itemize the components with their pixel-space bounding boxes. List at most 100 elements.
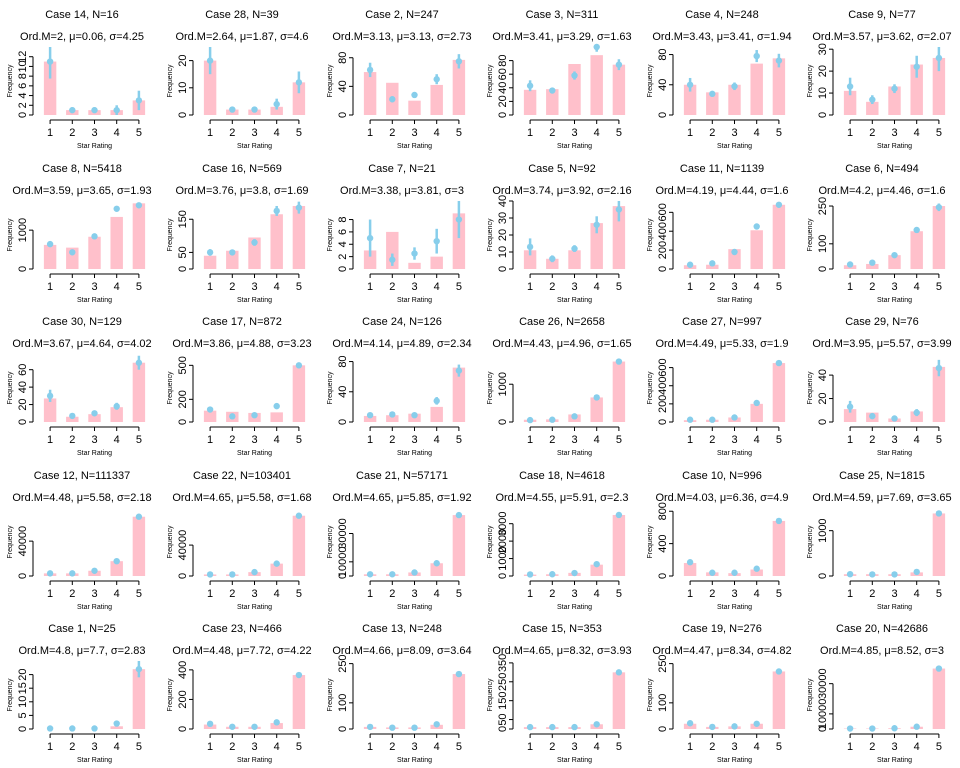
- x-tick-label: 4: [914, 741, 920, 753]
- chart-title: Case 12, N=111337: [34, 470, 130, 482]
- chart-panel: Case 4, N=248 Ord.M=3.43, μ=3.41, σ=1.94 0…: [647, 9, 792, 150]
- estimate-point: [411, 412, 418, 419]
- x-tick-label: 4: [274, 434, 280, 446]
- estimate-point: [593, 721, 600, 728]
- x-axis-label: Star Rating: [877, 450, 912, 457]
- estimate-point: [229, 723, 236, 731]
- bar: [430, 563, 443, 576]
- x-tick-label: 1: [687, 741, 693, 753]
- y-axis-label: Frequency: [167, 678, 174, 712]
- y-tick-label: 0: [177, 112, 189, 118]
- x-tick-label: 1: [207, 434, 213, 446]
- x-axis-label: Star Rating: [717, 143, 752, 150]
- bar: [270, 563, 283, 576]
- x-tick-label: 1: [527, 281, 533, 293]
- y-tick-label: 60: [497, 68, 509, 80]
- y-axis-label: Frequency: [167, 218, 174, 252]
- estimate-point: [775, 57, 783, 64]
- x-tick-label: 5: [936, 281, 942, 293]
- chart-subtitle: Ord.M=3.38, μ=3.81, σ=3: [340, 185, 464, 197]
- chart-title: Case 2, N=247: [365, 9, 439, 21]
- bar: [843, 409, 857, 423]
- y-axis-label: Frequency: [7, 371, 14, 405]
- estimate-point: [273, 403, 280, 410]
- bar: [110, 560, 123, 576]
- estimate-point: [295, 79, 303, 86]
- y-tick-label: 40: [17, 381, 29, 393]
- x-tick-label: 4: [914, 281, 920, 293]
- x-tick-label: 2: [389, 281, 395, 293]
- bar: [590, 564, 603, 576]
- x-tick-label: 4: [914, 434, 920, 446]
- chart-title: Case 13, N=248: [362, 623, 442, 635]
- x-tick-label: 5: [616, 434, 622, 446]
- chart-subtitle: Ord.M=3.67, μ=4.64, σ=4.02: [12, 338, 151, 350]
- y-axis-label: Frequency: [327, 371, 334, 405]
- y-tick-label: 0: [817, 266, 829, 272]
- bar: [683, 562, 697, 576]
- estimate-point: [869, 96, 876, 103]
- estimate-point: [753, 52, 760, 60]
- estimate-point: [615, 511, 623, 518]
- bar: [292, 205, 306, 269]
- estimate-point: [433, 559, 440, 567]
- chart-panel: Case 24, N=126 Ord.M=4.14, μ=4.89, σ=2.34…: [327, 316, 472, 457]
- x-tick-label: 2: [69, 434, 75, 446]
- x-tick-label: 2: [709, 434, 715, 446]
- bar: [910, 411, 923, 423]
- x-tick-label: 4: [114, 281, 120, 293]
- y-axis-label: Frequency: [487, 218, 494, 252]
- y-tick-label: 200: [177, 390, 189, 408]
- y-tick-label: 30000: [337, 518, 349, 549]
- x-tick-label: 1: [847, 741, 853, 753]
- bar: [750, 63, 763, 115]
- bar: [88, 414, 101, 423]
- y-tick-label: 8: [17, 73, 29, 79]
- chart-subtitle: Ord.M=4.65, μ=5.85, σ=1.92: [332, 492, 471, 504]
- bar: [546, 258, 559, 269]
- chart-panel: Case 15, N=353 Ord.M=4.65, μ=8.32, σ=3.93…: [487, 623, 632, 764]
- estimate-point: [411, 569, 418, 576]
- x-tick-label: 3: [731, 434, 737, 446]
- chart-title: Case 28, N=39: [205, 9, 279, 21]
- y-tick-label: 10: [177, 82, 189, 94]
- bar: [750, 404, 763, 423]
- y-tick-label: 0: [17, 266, 29, 272]
- estimate-point: [366, 66, 374, 74]
- chart-panel: Case 22, N=103401 Ord.M=4.65, μ=5.58, σ=1…: [167, 470, 312, 611]
- x-tick-label: 3: [571, 434, 577, 446]
- x-tick-label: 1: [207, 588, 213, 600]
- bar: [203, 410, 217, 423]
- y-tick-label: 30000: [817, 669, 829, 700]
- estimate-point: [571, 244, 578, 252]
- x-tick-label: 4: [914, 127, 920, 139]
- estimate-point: [526, 571, 534, 578]
- bar: [203, 60, 217, 115]
- x-tick-label: 1: [527, 434, 533, 446]
- bar: [226, 250, 239, 269]
- estimate-point: [273, 207, 280, 214]
- chart-title: Case 17, N=872: [202, 316, 282, 328]
- x-axis-label: Star Rating: [557, 604, 592, 611]
- y-tick-label: 2: [337, 253, 349, 259]
- bar: [292, 675, 306, 730]
- x-tick-label: 1: [687, 434, 693, 446]
- chart-subtitle: Ord.M=3.43, μ=3.41, σ=1.94: [652, 31, 791, 43]
- x-tick-label: 1: [207, 127, 213, 139]
- y-tick-label: 1000: [817, 518, 829, 542]
- x-tick-label: 5: [296, 588, 302, 600]
- estimate-point: [775, 517, 783, 524]
- estimate-point: [206, 248, 214, 256]
- y-axis-label: Frequency: [167, 525, 174, 559]
- x-tick-label: 2: [549, 434, 555, 446]
- x-tick-label: 4: [114, 434, 120, 446]
- x-tick-label: 4: [274, 127, 280, 139]
- estimate-point: [69, 412, 76, 420]
- chart-subtitle: Ord.M=4.59, μ=7.69, σ=3.65: [812, 492, 951, 504]
- estimate-point: [295, 204, 303, 211]
- chart-subtitle: Ord.M=4.48, μ=7.72, σ=4.22: [172, 645, 311, 657]
- bar: [386, 415, 399, 423]
- chart-panel: Case 10, N=996 Ord.M=4.03, μ=6.36, σ=4.9 0…: [647, 470, 789, 611]
- bar: [932, 205, 946, 269]
- bar: [363, 250, 377, 269]
